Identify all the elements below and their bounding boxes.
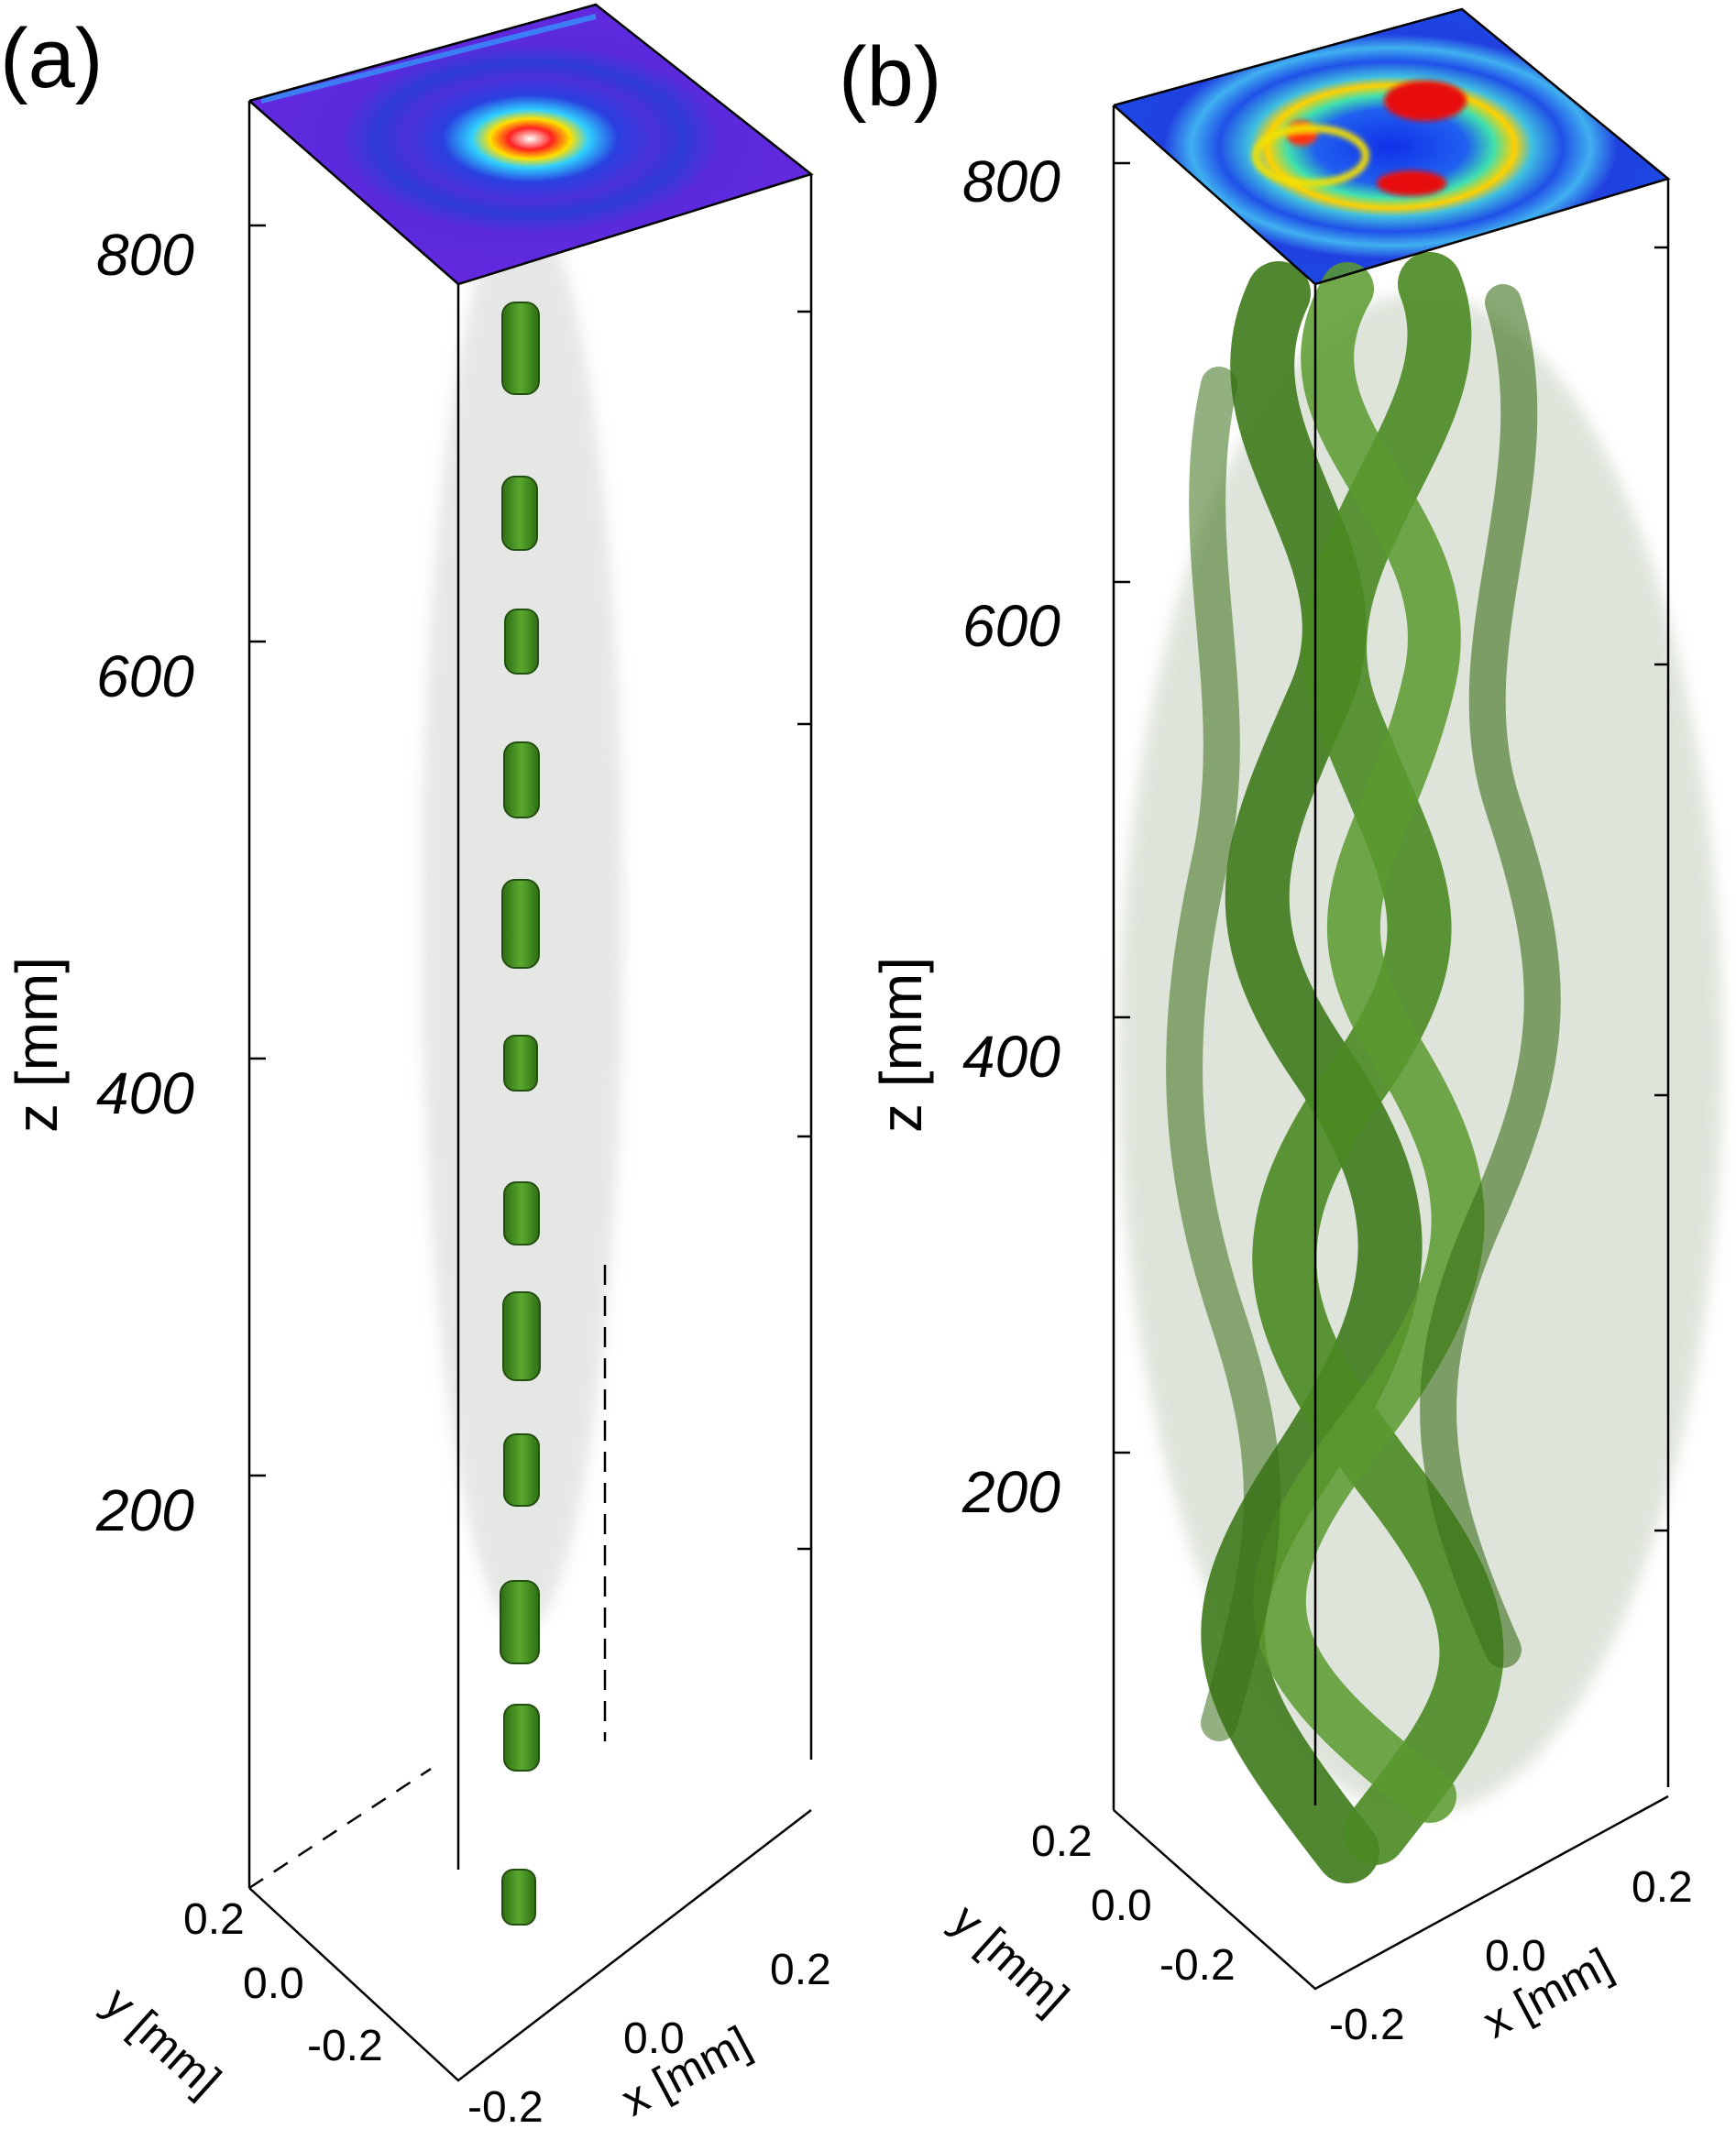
svg-text:0.2: 0.2 [183, 1895, 245, 1944]
svg-text:0.0: 0.0 [623, 2014, 685, 2063]
z-ticks-a [249, 224, 811, 1551]
svg-text:600: 600 [962, 593, 1060, 659]
y-tick-labels-b: 0.2 0.0 -0.2 [1031, 1817, 1236, 1990]
top-map-b [1114, 9, 1668, 284]
z-axis-label-b: z [mm] [868, 957, 934, 1133]
svg-text:400: 400 [962, 1024, 1060, 1090]
z-ticks-b [1114, 161, 1668, 1532]
svg-text:400: 400 [96, 1060, 194, 1126]
x-tick-labels-a: -0.2 0.0 0.2 [467, 1946, 831, 2129]
svg-text:-0.2: -0.2 [467, 2083, 544, 2129]
z-tick-labels-b: 800 600 400 200 [961, 148, 1060, 1525]
y-axis-label-a: y [mm] [94, 1977, 231, 2107]
svg-text:0.0: 0.0 [243, 1959, 304, 2008]
svg-text:600: 600 [96, 643, 194, 709]
top-map-a [249, 5, 811, 284]
box-b-bottom [1113, 1794, 1669, 1991]
z-axis-label-a: z [mm] [4, 957, 70, 1133]
panel-a: (a) 800 600 400 200 z [mm] 0.2 0.0 -0.2 … [0, 3, 831, 2129]
y-axis-label-b: y [mm] [942, 1894, 1079, 2025]
svg-text:0.0: 0.0 [1091, 1882, 1152, 1930]
x-tick-labels-b: -0.2 0.0 0.2 [1329, 1863, 1693, 2049]
svg-text:0.2: 0.2 [1031, 1817, 1093, 1866]
top-map-b-hotspots [1252, 81, 1467, 196]
svg-text:0.2: 0.2 [1632, 1863, 1693, 1912]
panel-b: (b) 800 600 400 200 z [mm] 0.2 0.0 -0.2 … [839, 7, 1723, 2049]
svg-text:-0.2: -0.2 [1329, 2001, 1405, 2049]
y-tick-labels-a: 0.2 0.0 -0.2 [183, 1895, 383, 2070]
panel-label-a: (a) [0, 12, 103, 105]
svg-text:800: 800 [962, 148, 1060, 214]
svg-text:200: 200 [961, 1459, 1060, 1525]
filament-chain-a [500, 302, 541, 1926]
svg-text:-0.2: -0.2 [307, 2022, 383, 2070]
box-a-bottom [248, 1809, 812, 2082]
svg-text:200: 200 [95, 1477, 194, 1543]
svg-text:-0.2: -0.2 [1159, 1941, 1236, 1990]
svg-text:0.2: 0.2 [770, 1946, 831, 1994]
panel-label-b: (b) [839, 30, 941, 124]
svg-text:800: 800 [96, 222, 194, 288]
braided-filaments-b [1166, 252, 1561, 1883]
svg-text:0.0: 0.0 [1485, 1932, 1546, 1981]
z-tick-labels-a: 800 600 400 200 [95, 222, 194, 1543]
